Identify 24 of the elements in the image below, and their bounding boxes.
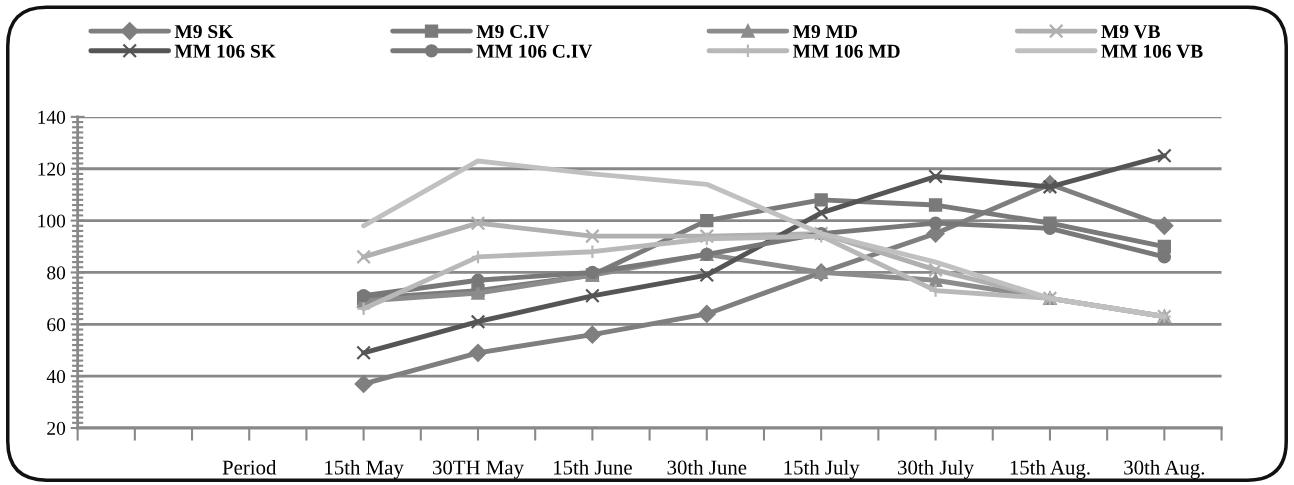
y-tick-label: 140 — [38, 110, 66, 124]
y-tick-label: 80 — [47, 266, 66, 280]
x-tick-label: Period — [222, 459, 277, 475]
x-tick-label: 15th July — [784, 459, 860, 479]
y-tick-label: 40 — [46, 369, 66, 384]
legend-label: MM 106 SK — [174, 44, 276, 58]
x-tick-label: 30TH May — [433, 460, 524, 479]
legend-label: M9 VB — [1101, 25, 1160, 39]
y-tick-label: 60 — [47, 318, 66, 332]
x-tick-label: 15th May — [325, 459, 404, 479]
legend-label: M9 C.IV — [476, 25, 550, 39]
legend-label: M9 SK — [174, 25, 234, 39]
y-tick-label: 120 — [38, 162, 66, 176]
y-tick-label: 20 — [47, 421, 66, 435]
legend-label: MM 106 MD — [792, 44, 900, 58]
x-tick-label: 30th July — [898, 459, 974, 479]
legend-label: MM 106 C.IV — [476, 44, 593, 58]
y-tick-label: 100 — [38, 214, 66, 228]
legend-label: M9 MD — [792, 25, 858, 39]
x-tick-label: 15th June — [554, 459, 632, 475]
x-tick-label: 30th June — [667, 459, 747, 475]
x-tick-label: 30th Aug. — [1124, 459, 1205, 479]
legend-label: MM 106 VB — [1101, 44, 1203, 58]
x-tick-label: 15th Aug. — [1010, 459, 1090, 479]
